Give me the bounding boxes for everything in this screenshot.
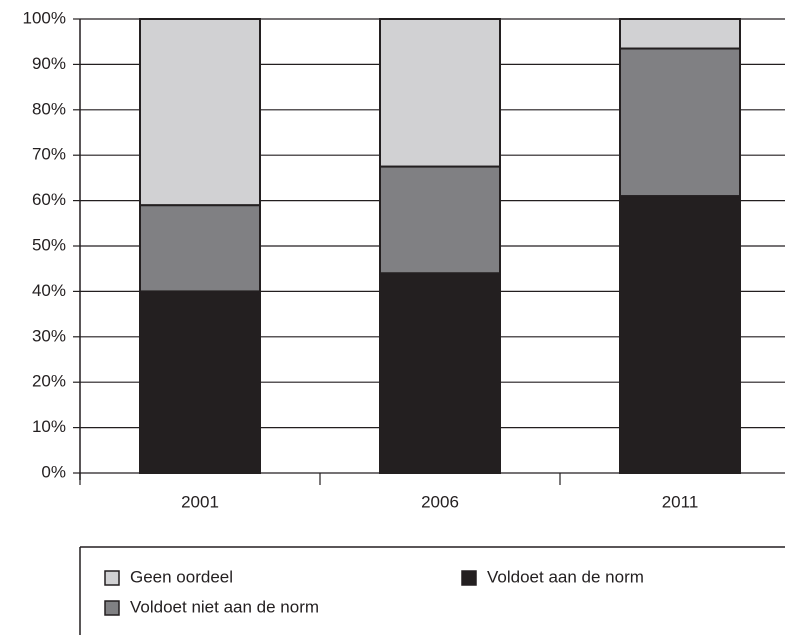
y-tick-label: 50% xyxy=(32,235,66,254)
y-tick-label: 30% xyxy=(32,326,66,345)
y-tick-label: 90% xyxy=(32,54,66,73)
legend-swatch xyxy=(104,570,120,586)
legend-swatch xyxy=(104,600,120,616)
legend-label: Voldoet aan de norm xyxy=(487,567,644,586)
y-tick-label: 80% xyxy=(32,99,66,118)
x-tick-label: 2011 xyxy=(662,492,699,511)
bar xyxy=(379,272,501,474)
bar xyxy=(379,18,501,168)
y-tick-label: 10% xyxy=(32,417,66,436)
y-tick-label: 100% xyxy=(23,8,66,27)
y-tick-label: 0% xyxy=(41,462,66,481)
y-tick-label: 70% xyxy=(32,145,66,164)
y-tick-label: 60% xyxy=(32,190,66,209)
bar xyxy=(139,18,261,207)
legend-label: Geen oordeel xyxy=(130,567,233,586)
legend-label: Voldoet niet aan de norm xyxy=(130,597,319,616)
bar xyxy=(139,290,261,474)
x-tick-label: 2001 xyxy=(181,492,219,511)
legend-swatch xyxy=(461,570,477,586)
bar xyxy=(619,195,741,474)
bar xyxy=(619,18,741,50)
y-tick-label: 40% xyxy=(32,281,66,300)
bar xyxy=(379,165,501,275)
bar xyxy=(139,204,261,293)
y-tick-label: 20% xyxy=(32,372,66,391)
x-tick-label: 2006 xyxy=(421,492,459,511)
bar xyxy=(619,47,741,198)
